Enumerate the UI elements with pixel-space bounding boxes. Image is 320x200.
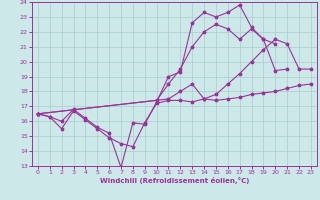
X-axis label: Windchill (Refroidissement éolien,°C): Windchill (Refroidissement éolien,°C) [100, 177, 249, 184]
